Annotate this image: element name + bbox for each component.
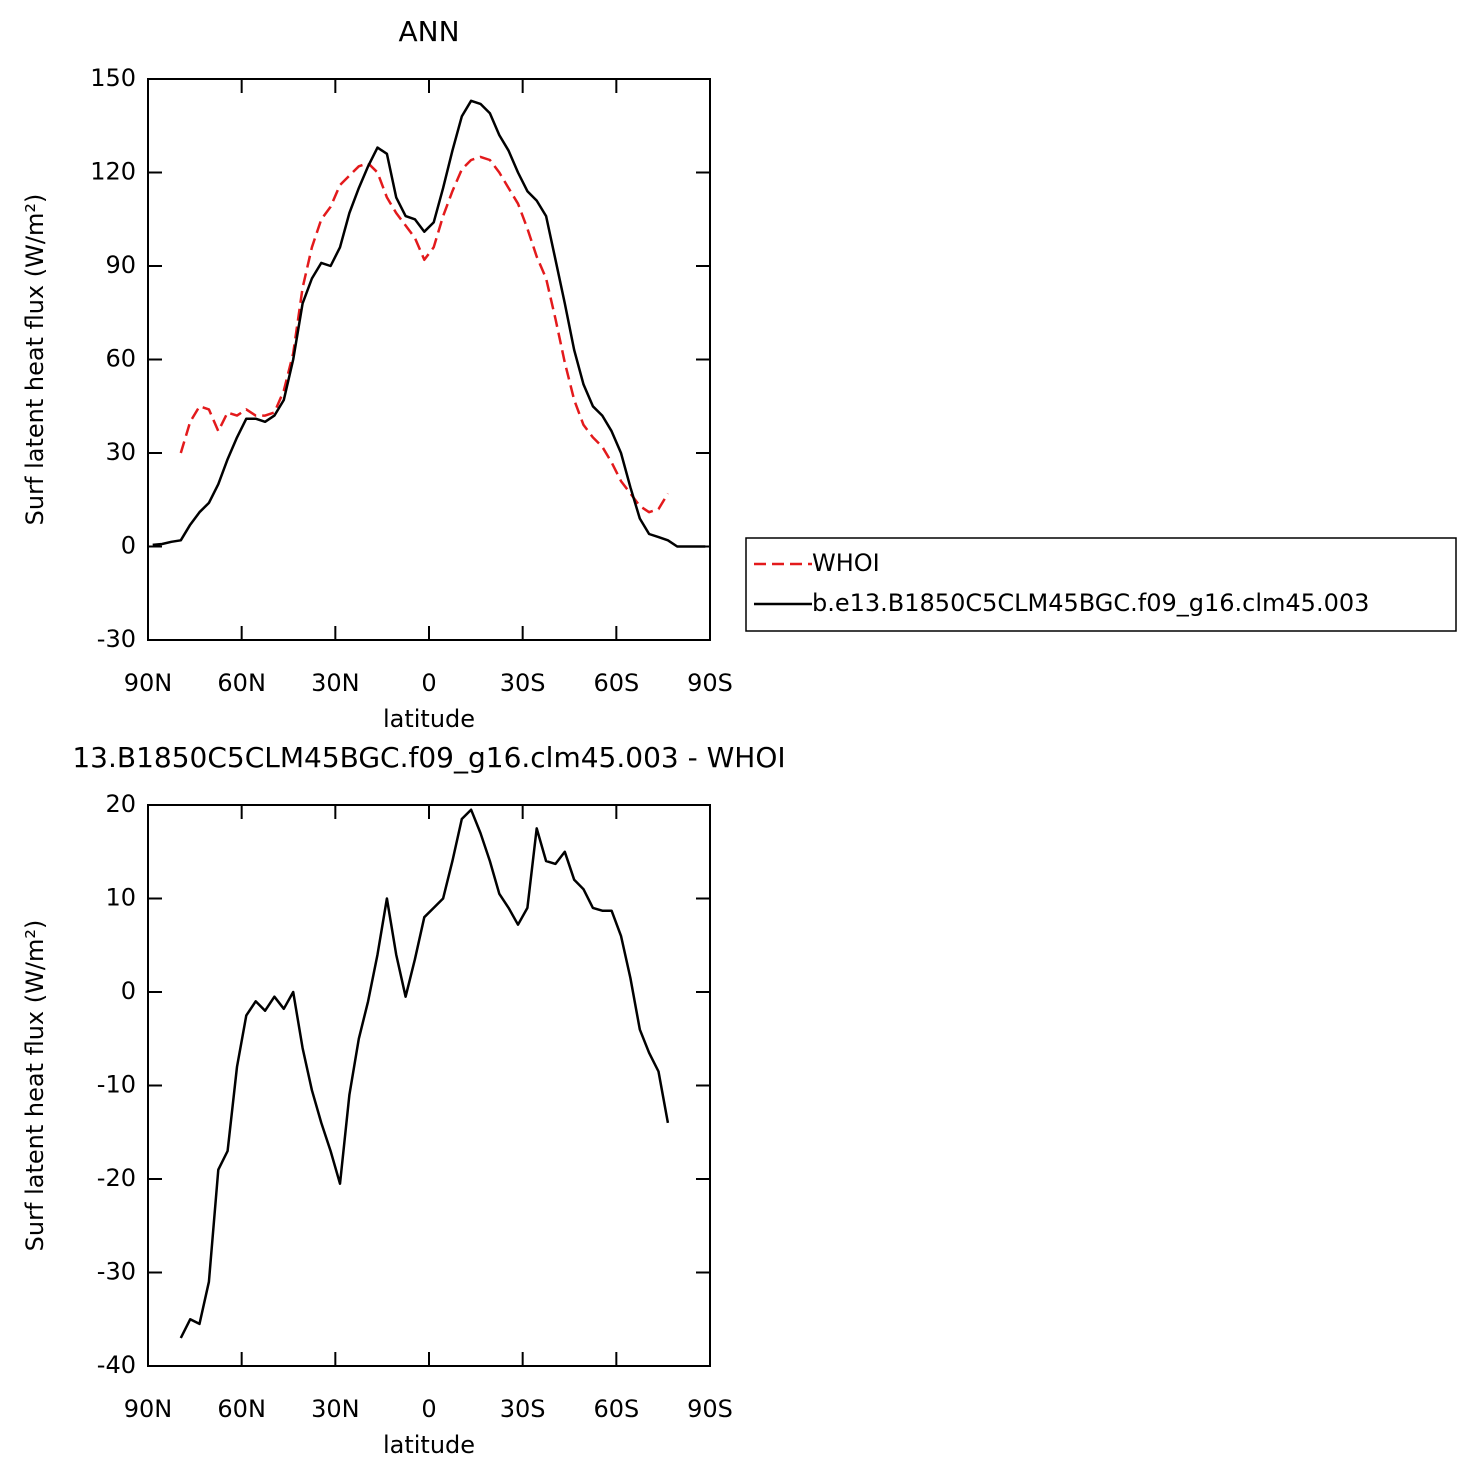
- series-line: [152, 99, 706, 548]
- y-tick-label: 0: [121, 977, 136, 1005]
- legend-label: b.e13.B1850C5CLM45BGC.f09_g16.clm45.003: [812, 589, 1369, 617]
- chart-title: 13.B1850C5CLM45BGC.f09_g16.clm45.003 - W…: [72, 741, 785, 774]
- chart-title: ANN: [398, 15, 459, 48]
- y-tick-label: 10: [105, 884, 136, 912]
- x-tick-label: 30N: [311, 1395, 360, 1423]
- plot-frame: [147, 804, 711, 1367]
- y-tick-label: 0: [121, 532, 136, 560]
- x-tick-label: 0: [421, 1395, 436, 1423]
- x-tick-label: 30N: [311, 669, 360, 697]
- x-tick-label: 90S: [687, 1395, 733, 1423]
- x-axis-label: latitude: [383, 1431, 475, 1459]
- x-tick-label: 90S: [687, 669, 733, 697]
- x-tick-label: 60N: [217, 669, 266, 697]
- legend-label: WHOI: [812, 549, 880, 577]
- y-tick-label: -10: [97, 1071, 136, 1099]
- plot-frame: [147, 78, 711, 641]
- x-tick-label: 60S: [593, 669, 639, 697]
- x-tick-label: 90N: [124, 669, 173, 697]
- x-tick-label: 0: [421, 669, 436, 697]
- series-line: [179, 155, 669, 514]
- y-tick-label: 60: [105, 345, 136, 373]
- x-tick-label: 30S: [500, 669, 546, 697]
- y-tick-label: 120: [90, 158, 136, 186]
- y-tick-label: -20: [97, 1164, 136, 1192]
- x-axis-label: latitude: [383, 705, 475, 733]
- x-tick-label: 60S: [593, 1395, 639, 1423]
- y-axis-label: Surf latent heat flux (W/m²): [21, 194, 49, 526]
- y-tick-label: 150: [90, 64, 136, 92]
- y-tick-label: 90: [105, 251, 136, 279]
- y-tick-label: 30: [105, 438, 136, 466]
- x-tick-label: 30S: [500, 1395, 546, 1423]
- legend-box: [745, 537, 1457, 632]
- y-tick-label: -30: [97, 625, 136, 653]
- y-tick-label: -40: [97, 1351, 136, 1379]
- x-tick-label: 60N: [217, 1395, 266, 1423]
- y-tick-label: 20: [105, 790, 136, 818]
- series-line: [179, 808, 670, 1339]
- x-tick-label: 90N: [124, 1395, 173, 1423]
- y-tick-label: -30: [97, 1258, 136, 1286]
- y-axis-label: Surf latent heat flux (W/m²): [21, 920, 49, 1252]
